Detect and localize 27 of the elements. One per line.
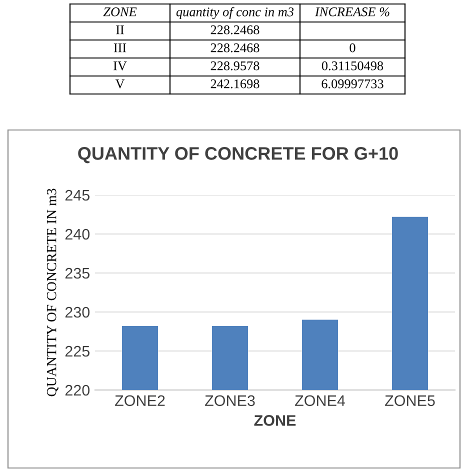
y-axis-title: QUANTITY OF CONCRETE IN m3 <box>46 188 58 396</box>
chart-title: QUANTITY OF CONCRETE FOR G+10 <box>78 147 398 164</box>
x-tick-label: ZONE2 <box>115 395 165 406</box>
text: 0.31150498 <box>322 61 384 70</box>
y-tick-label: 225 <box>65 346 90 357</box>
text: ZONE <box>103 7 137 16</box>
text: 0 <box>350 43 356 52</box>
text: 228.2468 <box>210 25 260 34</box>
y-tick-label: 240 <box>65 228 90 240</box>
x-tick-label: ZONE3 <box>205 395 255 406</box>
text: III <box>114 44 126 52</box>
x-tick-label: ZONE5 <box>385 395 435 406</box>
text: 6.09997733 <box>322 79 384 88</box>
text: 228.9578 <box>210 61 260 70</box>
text: INCREASE % <box>314 7 390 16</box>
text: V <box>115 80 125 88</box>
text: quantity of conc in m3 <box>176 6 294 20</box>
y-tick-label: 235 <box>65 268 90 279</box>
x-tick-label: ZONE4 <box>295 395 346 406</box>
text: 242.1698 <box>210 79 260 88</box>
x-axis-title: ZONE <box>254 415 296 426</box>
y-tick-label: 220 <box>65 384 90 396</box>
text: II <box>116 26 124 34</box>
y-tick-label: 230 <box>65 306 90 318</box>
text: 228.2468 <box>210 43 260 52</box>
text: IV <box>114 62 127 70</box>
y-tick-label: 245 <box>65 190 90 201</box>
